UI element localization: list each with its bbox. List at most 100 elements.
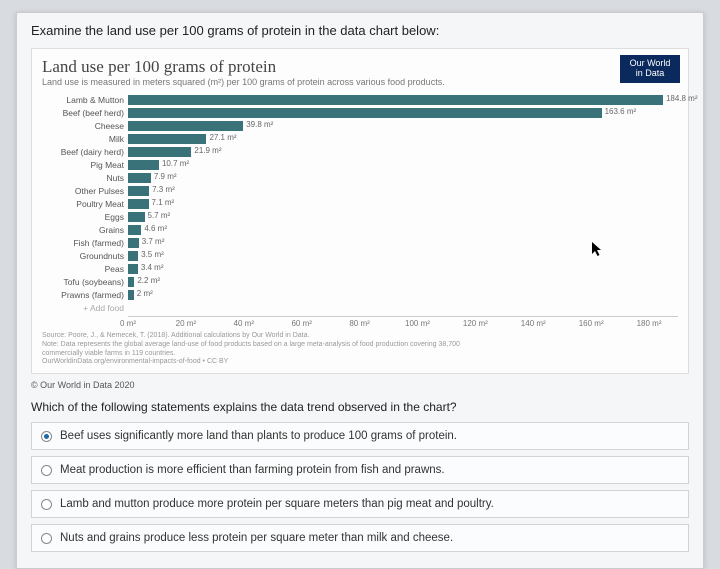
- bar-value: 7.3 m²: [152, 185, 175, 194]
- bar-fill: [128, 212, 145, 222]
- bar-fill: [128, 199, 149, 209]
- add-food-label: + Add food: [42, 303, 128, 313]
- bar-track: 163.6 m²: [128, 108, 678, 118]
- bar-label: Beef (beef herd): [42, 108, 128, 118]
- bar-label: Lamb & Mutton: [42, 95, 128, 105]
- bar-label: Poultry Meat: [42, 199, 128, 209]
- bar-track: 21.9 m²: [128, 147, 678, 157]
- bar-track: 3.5 m²: [128, 251, 678, 261]
- bar-label: Grains: [42, 225, 128, 235]
- source-line: OurWorldinData.org/environmental-impacts…: [42, 358, 678, 367]
- bar-row: Peas 3.4 m²: [42, 262, 678, 275]
- bar-label: Peas: [42, 264, 128, 274]
- bar-track: 7.1 m²: [128, 199, 678, 209]
- bar-value: 2.2 m²: [137, 276, 160, 285]
- bar-value: 3.4 m²: [141, 263, 164, 272]
- bar-value: 39.8 m²: [246, 120, 273, 129]
- bar-fill: [128, 173, 151, 183]
- bar-row: Nuts7.9 m²: [42, 171, 678, 184]
- bar-label: Milk: [42, 134, 128, 144]
- bar-fill: [128, 225, 141, 235]
- axis-tick: 80 m²: [349, 319, 369, 328]
- bar-value: 3.7 m²: [142, 237, 165, 246]
- source-line: commercially viable farms in 119 countri…: [42, 350, 678, 359]
- answer-option[interactable]: Nuts and grains produce less protein per…: [31, 524, 689, 552]
- option-text: Meat production is more efficient than f…: [60, 464, 445, 476]
- bar-fill: [128, 186, 149, 196]
- answer-option[interactable]: Meat production is more efficient than f…: [31, 456, 689, 484]
- chart-card: Our World in Data Land use per 100 grams…: [31, 48, 689, 374]
- answer-option[interactable]: Beef uses significantly more land than p…: [31, 422, 689, 450]
- question-text: Which of the following statements explai…: [31, 400, 689, 414]
- badge-line2: in Data: [626, 69, 674, 79]
- bar-label: Prawns (farmed): [42, 290, 128, 300]
- bar-fill: [128, 277, 134, 287]
- copyright: © Our World in Data 2020: [31, 380, 689, 390]
- axis-tick: 180 m²: [637, 319, 662, 328]
- radio-icon: [41, 499, 52, 510]
- bar-track: 3.7 m²: [128, 238, 678, 248]
- bar-track: 39.8 m²: [128, 121, 678, 131]
- bar-value: 184.8 m²: [666, 94, 698, 103]
- radio-icon: [41, 465, 52, 476]
- bar-value: 5.7 m²: [148, 211, 171, 220]
- source-line: Note: Data represents the global average…: [42, 341, 678, 350]
- chart-title: Land use per 100 grams of protein: [42, 57, 678, 77]
- bar-track: 5.7 m²: [128, 212, 678, 222]
- bar-value: 7.1 m²: [152, 198, 175, 207]
- bar-fill: [128, 251, 138, 261]
- bar-track: 184.8 m²: [128, 95, 678, 105]
- bar-row: Other Pulses 7.3 m²: [42, 184, 678, 197]
- chart-subtitle: Land use is measured in meters squared (…: [42, 77, 678, 87]
- source-line: Source: Poore, J., & Nemecek, T. (2018).…: [42, 332, 678, 341]
- bar-value: 7.9 m²: [154, 172, 177, 181]
- radio-icon: [41, 431, 52, 442]
- bar-row: Grains 4.6 m²: [42, 223, 678, 236]
- bar-row: Milk 27.1 m²: [42, 132, 678, 145]
- add-food-row[interactable]: + Add food: [42, 301, 678, 314]
- bar-label: Fish (farmed): [42, 238, 128, 248]
- bar-fill: [128, 147, 191, 157]
- bar-fill: [128, 290, 134, 300]
- option-text: Lamb and mutton produce more protein per…: [60, 498, 494, 510]
- axis-tick: 140 m²: [521, 319, 546, 328]
- bar-label: Tofu (soybeans): [42, 277, 128, 287]
- option-text: Nuts and grains produce less protein per…: [60, 532, 453, 544]
- bar-value: 21.9 m²: [194, 146, 221, 155]
- bar-fill: [128, 108, 602, 118]
- bar-track: 7.9 m²: [128, 173, 678, 183]
- axis-tick: 100 m²: [405, 319, 430, 328]
- axis-tick: 60 m²: [291, 319, 311, 328]
- bar-row: Prawns (farmed) 2 m²: [42, 288, 678, 301]
- bar-fill: [128, 95, 663, 105]
- bar-fill: [128, 264, 138, 274]
- bar-value: 27.1 m²: [209, 133, 236, 142]
- bar-row: Tofu (soybeans) 2.2 m²: [42, 275, 678, 288]
- bar-row: Groundnuts 3.5 m²: [42, 249, 678, 262]
- bar-track: 7.3 m²: [128, 186, 678, 196]
- bar-label: Other Pulses: [42, 186, 128, 196]
- bar-label: Pig Meat: [42, 160, 128, 170]
- radio-icon: [41, 533, 52, 544]
- axis-tick: 20 m²: [176, 319, 196, 328]
- bar-track: 27.1 m²: [128, 134, 678, 144]
- prompt-text: Examine the land use per 100 grams of pr…: [31, 23, 689, 38]
- axis-tick: 40 m²: [234, 319, 254, 328]
- bar-label: Beef (dairy herd): [42, 147, 128, 157]
- bar-value: 3.5 m²: [141, 250, 164, 259]
- bar-track: 2.2 m²: [128, 277, 678, 287]
- bar-track: 3.4 m²: [128, 264, 678, 274]
- bar-label: Groundnuts: [42, 251, 128, 261]
- bar-value: 4.6 m²: [144, 224, 167, 233]
- bar-row: Pig Meat 10.7 m²: [42, 158, 678, 171]
- bar-list: Lamb & Mutton184.8 m²Beef (beef herd)163…: [42, 93, 678, 301]
- owid-badge: Our World in Data: [620, 55, 680, 83]
- source-notes: Source: Poore, J., & Nemecek, T. (2018).…: [42, 332, 678, 367]
- axis-tick: 160 m²: [579, 319, 604, 328]
- bar-row: Fish (farmed) 3.7 m²: [42, 236, 678, 249]
- options-list: Beef uses significantly more land than p…: [31, 422, 689, 552]
- bar-row: Eggs5.7 m²: [42, 210, 678, 223]
- answer-option[interactable]: Lamb and mutton produce more protein per…: [31, 490, 689, 518]
- bar-value: 10.7 m²: [162, 159, 189, 168]
- bar-value: 2 m²: [137, 289, 153, 298]
